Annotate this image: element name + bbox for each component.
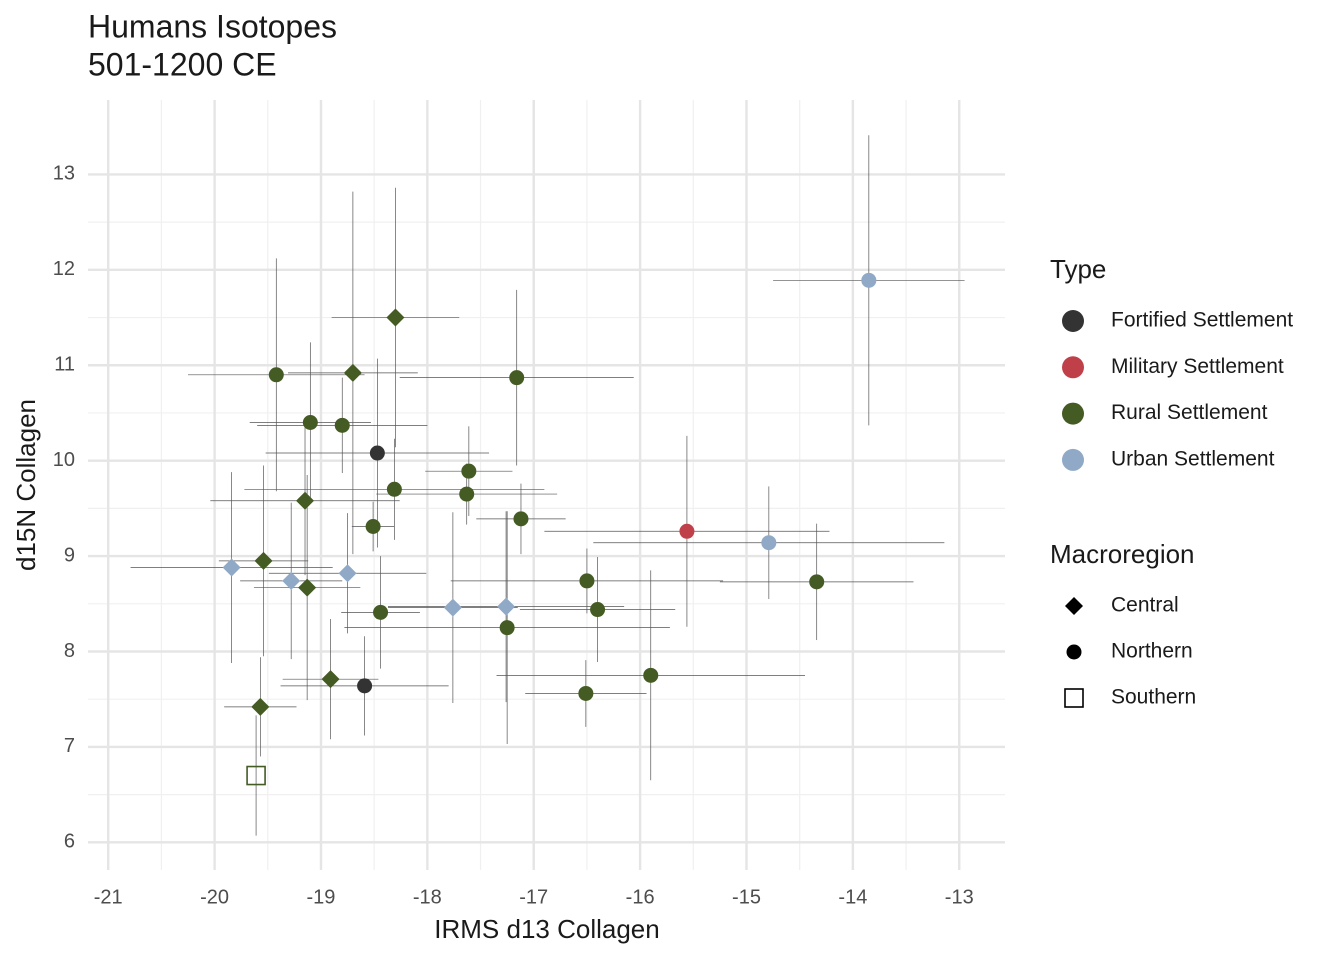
y-tick-label: 6 <box>64 831 75 853</box>
circle-point <box>643 667 659 683</box>
shape-legend-label: Central <box>1111 594 1179 617</box>
circle-point <box>578 685 594 701</box>
legend-label: Fortified Settlement <box>1111 309 1293 332</box>
y-tick-label: 8 <box>64 640 75 662</box>
diamond-point <box>298 578 317 597</box>
circle-point <box>461 463 477 479</box>
x-tick-label: -19 <box>307 886 336 908</box>
error-bars <box>130 135 965 836</box>
circle-point <box>809 574 825 590</box>
x-tick-label: -14 <box>838 886 867 908</box>
legend-title: Type <box>1050 254 1106 284</box>
y-tick-label: 9 <box>64 544 75 566</box>
circle-point <box>513 511 529 527</box>
diamond-point <box>222 558 241 577</box>
circle-point <box>369 445 385 461</box>
circle-point <box>509 370 525 386</box>
points <box>222 272 877 786</box>
x-tick-label: -16 <box>626 886 655 908</box>
circle-point <box>459 486 475 502</box>
circle-point <box>590 602 606 618</box>
diamond-point <box>251 697 270 716</box>
x-tick-label: -17 <box>519 886 548 908</box>
diamond-point <box>386 308 405 327</box>
shape-legend-swatch <box>1064 688 1084 708</box>
circle-point <box>499 620 515 636</box>
chart-subtitle: 501-1200 CE <box>88 46 277 82</box>
circle-point <box>679 523 695 539</box>
legend-swatch <box>1062 310 1084 332</box>
diamond-point <box>282 571 301 590</box>
y-tick-label: 7 <box>64 735 75 757</box>
shape-legend-label: Northern <box>1111 640 1193 663</box>
diamond-point <box>254 551 273 570</box>
diamond-point <box>296 491 315 510</box>
x-tick-label: -15 <box>732 886 761 908</box>
diamond-point <box>497 597 516 616</box>
y-tick-label: 13 <box>53 163 75 185</box>
diamond-point <box>321 670 340 689</box>
circle-point <box>386 481 402 497</box>
circle-point <box>357 678 373 694</box>
x-tick-label: -13 <box>945 886 974 908</box>
y-tick-label: 12 <box>53 258 75 280</box>
shape-legend-swatch <box>1065 597 1083 615</box>
shape-legend-title: Macroregion <box>1050 539 1195 569</box>
circle-point <box>373 604 389 620</box>
y-tick-label: 10 <box>53 449 75 471</box>
legend-label: Urban Settlement <box>1111 447 1275 470</box>
x-tick-label: -20 <box>200 886 229 908</box>
x-tick-label: -21 <box>94 886 123 908</box>
x-axis-label: IRMS d13 Collagen <box>434 914 659 944</box>
diamond-point <box>443 598 462 617</box>
circle-point <box>268 367 284 383</box>
shape-legend-swatch <box>1066 644 1082 660</box>
shape-legend-label: Southern <box>1111 686 1196 709</box>
legend-swatch <box>1062 448 1084 471</box>
circle-point <box>334 417 350 433</box>
legend-label: Rural Settlement <box>1111 401 1268 424</box>
circle-point <box>861 272 877 288</box>
grid <box>88 100 1005 870</box>
circle-point <box>761 535 777 551</box>
y-tick-label: 11 <box>54 354 75 376</box>
legend-swatch <box>1062 402 1084 425</box>
circle-point <box>302 415 318 431</box>
square-point <box>246 765 266 786</box>
chart-title: Humans Isotopes <box>88 8 337 44</box>
legend-swatch <box>1062 356 1084 379</box>
circle-point <box>579 573 595 589</box>
legend-label: Military Settlement <box>1111 355 1284 378</box>
diamond-point <box>338 564 357 583</box>
circle-point <box>365 519 381 535</box>
diamond-point <box>343 363 362 382</box>
y-axis-label: d15N Collagen <box>11 399 41 571</box>
x-tick-label: -18 <box>413 886 442 908</box>
